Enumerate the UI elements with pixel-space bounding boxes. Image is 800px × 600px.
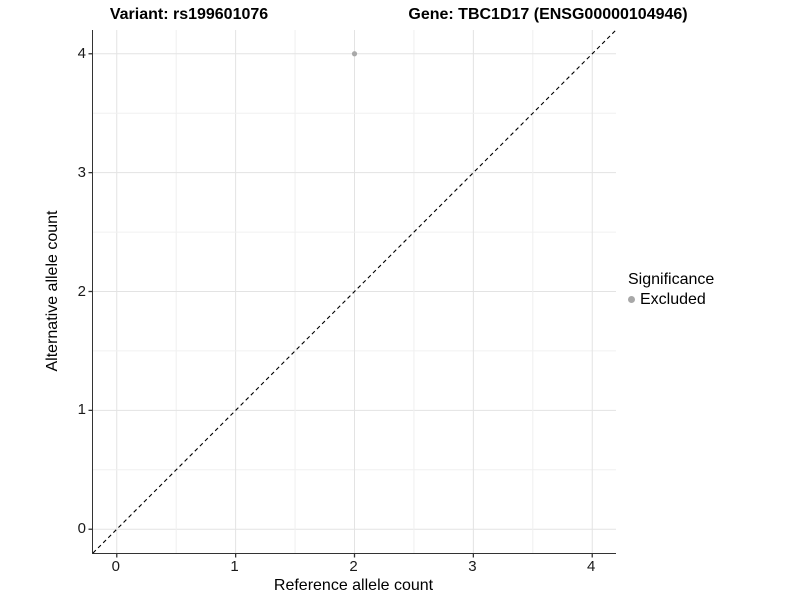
plot-svg [88,29,617,558]
data-point [351,51,358,57]
x-axis-title: Reference allele count [273,577,434,594]
x-tick-label: 2 [349,558,358,575]
x-tick-label: 3 [468,558,477,575]
x-tick-label: 0 [111,558,120,575]
legend-title: Significance [628,271,715,288]
y-tick-label: 0 [77,520,86,538]
legend: Significance Excluded [628,270,714,309]
legend-key-dot-icon [628,296,635,303]
y-axis-title: Alternative allele count [44,210,61,372]
y-tick-label: 3 [77,163,86,181]
x-tick-label: 1 [230,558,239,575]
x-tick-label: 4 [587,558,596,575]
legend-item-excluded: Excluded [628,290,714,309]
plot-panel [88,29,617,558]
y-tick-label: 4 [77,44,86,62]
identity-dashed-line [92,29,617,554]
y-tick-label: 1 [77,401,86,419]
variant-title: Variant: rs199601076 [109,6,269,23]
legend-item-label: Excluded [640,291,706,308]
gene-title: Gene: TBC1D17 (ENSG00000104946) [408,6,688,23]
y-tick-label: 2 [77,282,86,300]
